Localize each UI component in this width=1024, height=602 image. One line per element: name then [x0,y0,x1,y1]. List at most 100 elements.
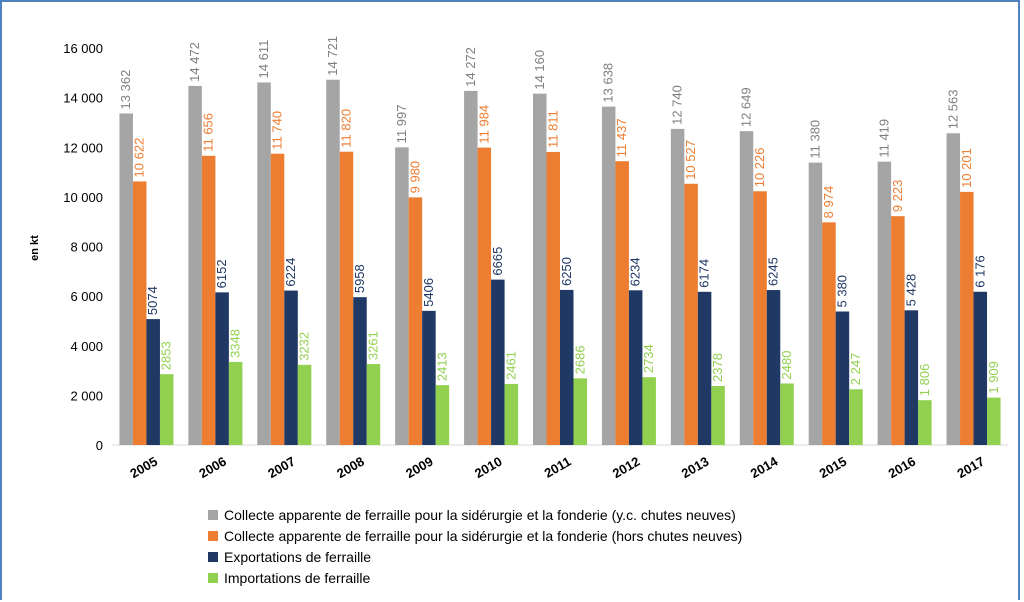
bar [739,131,754,446]
x-tick-label: 2012 [610,454,643,481]
data-label: 2413 [434,352,449,381]
data-label: 11 997 [394,105,409,144]
x-tick-label: 2015 [817,454,850,481]
bar [987,397,1001,445]
data-label: 5958 [352,264,367,293]
data-label: 2734 [641,344,656,373]
y-tick-label: 8 000 [70,240,103,255]
bar [326,79,340,446]
x-tick-label: 2009 [403,454,436,481]
x-tick-label: 2007 [265,454,298,481]
data-label: 11 380 [807,120,822,159]
x-tick-label: 2013 [679,454,712,481]
bar [560,289,574,445]
bar [601,106,616,446]
data-label: 6224 [283,258,298,287]
data-label: 9 223 [890,180,905,213]
data-label: 6 176 [972,255,987,288]
data-label: 6174 [697,259,712,288]
data-label: 1 806 [917,364,932,397]
bar [946,133,961,445]
bar [477,147,492,445]
data-label: 2 247 [848,353,863,386]
bar [780,383,794,445]
data-label: 8 974 [821,186,836,219]
data-label: 10 622 [132,138,147,178]
data-label: 3348 [228,329,243,358]
x-tick-label: 2017 [954,454,987,481]
data-label: 14 472 [187,42,202,82]
data-label: 6665 [490,247,505,276]
x-tick-label: 2005 [127,454,160,481]
bar [366,364,381,445]
data-label: 11 437 [614,118,629,157]
bar [215,292,229,445]
legend-swatch [208,531,218,541]
data-label: 9 980 [407,161,422,194]
data-label: 10 201 [959,148,974,188]
bar [464,90,478,445]
bar [546,151,560,445]
y-tick-label: 4 000 [70,339,103,354]
bar [422,310,436,445]
bar [877,161,892,445]
legend-swatch [208,552,218,562]
bar [146,319,160,445]
x-tick-label: 2010 [472,454,505,481]
bar [533,93,547,445]
y-tick-label: 10 000 [63,190,103,205]
bar [711,385,725,445]
legend-entry: Importations de ferraille [224,570,371,586]
y-tick-label: 16 000 [63,41,103,56]
data-label: 3261 [365,331,380,360]
x-tick-label: 2006 [196,454,229,481]
data-label: 14 272 [463,47,478,87]
data-label: 5 428 [903,274,918,307]
bar [504,383,519,445]
bar [766,290,781,445]
bar [491,279,505,445]
bar [270,153,285,446]
data-label: 6152 [214,259,229,288]
data-label: 6234 [628,257,643,286]
x-tick-label: 2014 [748,453,781,481]
y-tick-label: 14 000 [63,91,103,106]
data-label: 14 160 [532,50,547,90]
data-label: 10 226 [752,148,767,188]
y-tick-label: 2 000 [70,388,103,403]
y-tick-label: 0 [96,438,103,453]
bar [159,374,174,445]
bar [973,291,988,445]
bar [188,85,202,445]
legend-entry: Exportations de ferraille [224,549,371,565]
bar [904,310,919,445]
y-tick-label: 12 000 [63,140,103,155]
data-label: 13 638 [601,63,616,103]
bar [835,311,850,445]
y-tick-label: 6 000 [70,289,103,304]
data-label: 6245 [766,257,781,286]
data-label: 11 811 [545,110,560,148]
bar [822,222,836,445]
data-label: 11 656 [201,113,216,152]
x-tick-label: 2016 [886,454,919,481]
data-label: 14 611 [256,40,271,79]
data-label: 10 527 [683,140,698,180]
legend-entry: Collecte apparente de ferraille pour la … [224,507,736,523]
data-label: 12 649 [739,87,754,127]
bar [615,161,629,446]
bar [201,155,216,445]
bar [628,290,643,445]
bar [849,389,863,445]
bar [435,385,450,445]
bar [697,291,712,445]
bar [228,361,243,445]
bar [808,162,823,446]
bar [408,197,423,445]
data-label: 11 984 [476,105,491,144]
data-label: 12 563 [945,90,960,130]
data-label: 1 909 [986,361,1001,394]
legend-swatch [208,573,218,583]
data-label: 12 740 [670,85,685,125]
bar [684,183,698,445]
